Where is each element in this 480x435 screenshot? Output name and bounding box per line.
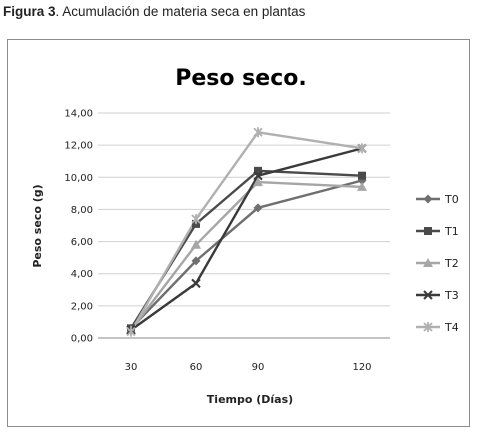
x-tick-label: 120 [352,362,371,373]
y-tick-label: 0,00 [71,334,93,345]
series-line-t0 [130,179,363,330]
figure-number: Figura 3 [3,4,56,19]
y-tick-label: 10,00 [64,173,93,184]
y-tick-label: 2,00 [71,301,93,312]
legend-label-t4: T4 [444,321,459,334]
legend-label-t1: T1 [444,225,459,238]
legend-label-t0: T0 [444,193,459,206]
series-line-t3 [130,147,363,331]
data-point-t2 [253,177,263,187]
data-point-t1 [358,171,366,180]
figure-caption-text: . Acumulación de materia seca en plantas [55,4,306,19]
chart-title: Peso seco. [175,66,306,91]
y-tick-label: 6,00 [71,237,93,248]
data-point-t2 [357,181,367,191]
data-point-t2 [191,239,201,249]
x-tick-label: 30 [125,362,138,373]
figure-caption: Figura 3. Acumulación de materia seca en… [3,4,305,19]
series-line-t4 [129,131,363,333]
data-point-t3 [191,278,201,289]
y-tick-label: 14,00 [64,109,93,120]
y-tick-label: 8,00 [71,205,93,216]
legend: T0 T1 T2 T3 T4 [416,193,459,334]
legend-marker-t0 [423,194,433,204]
y-tick-label: 12,00 [64,141,93,152]
data-point-t0 [253,203,263,213]
y-axis-label: Peso seco (g) [31,184,44,267]
data-point-t4 [126,326,136,337]
grid-lines [98,112,390,339]
series-lines [129,131,363,333]
x-tick-label: 60 [190,362,203,373]
data-point-t4 [253,127,263,138]
x-tick-label: 90 [252,362,265,373]
data-point-t4 [191,214,201,225]
y-tick-label: 4,00 [71,269,93,280]
series-markers [126,127,367,337]
legend-marker-t2 [423,258,433,267]
data-point-t4 [357,143,367,154]
x-tick-labels: 30 60 90 120 [125,362,372,373]
legend-marker-t1 [424,227,432,235]
legend-marker-t3 [423,290,433,300]
legend-marker-t4 [423,322,433,332]
chart-frame [7,39,470,427]
series-line-t2 [130,180,363,331]
data-point-t3 [253,170,263,181]
legend-label-t3: T3 [444,289,459,302]
legend-label-t2: T2 [444,257,459,270]
y-tick-labels: 0,00 2,00 4,00 6,00 8,00 10,00 12,00 14,00 [64,109,93,345]
data-point-t1 [254,166,262,175]
x-axis-label: Tiempo (Días) [207,393,293,406]
data-point-t0 [191,256,201,266]
